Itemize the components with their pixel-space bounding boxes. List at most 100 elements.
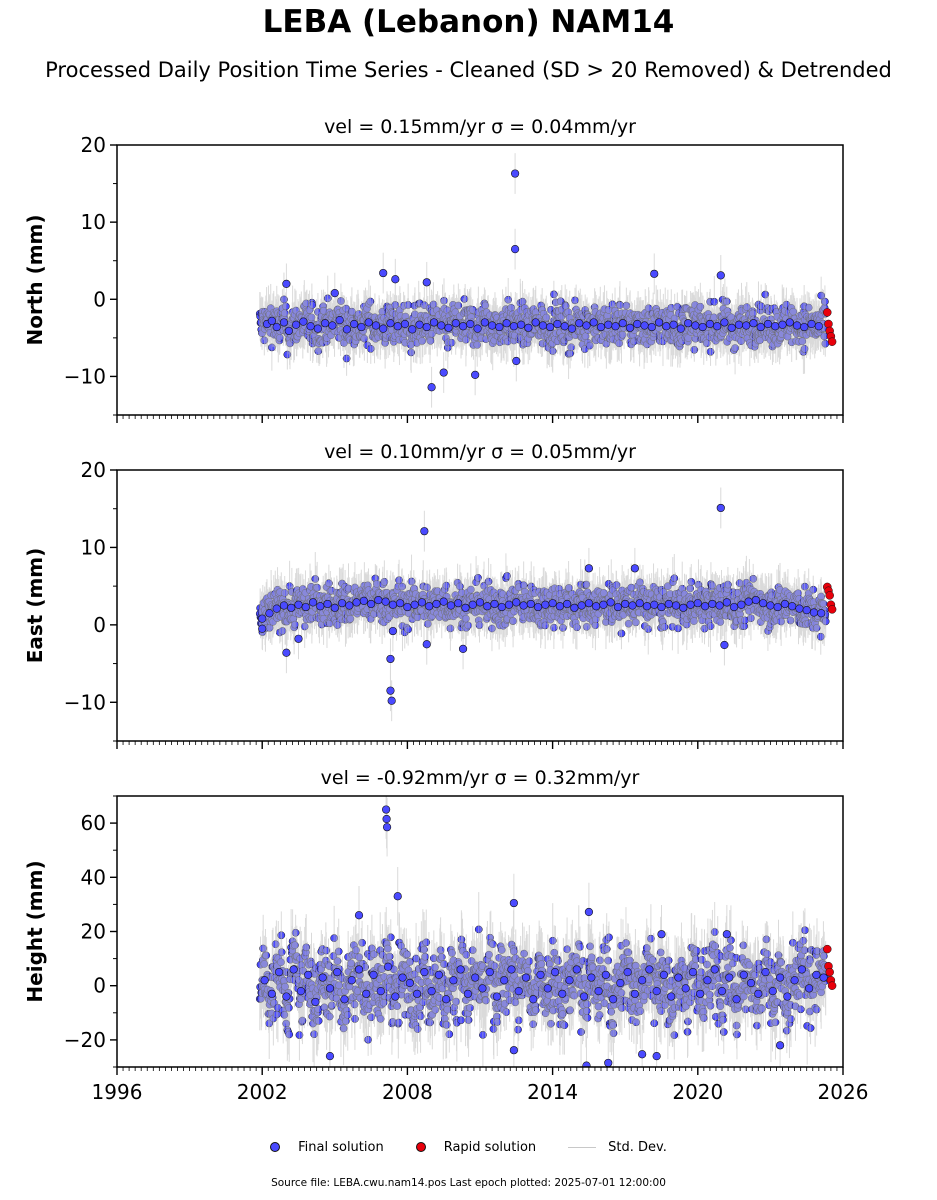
north-final-point (488, 321, 497, 330)
north-final-point (517, 320, 526, 329)
north-final-point (509, 322, 518, 331)
north-final-point (807, 319, 816, 329)
north-final-point (422, 278, 431, 287)
north-final-point (691, 321, 700, 330)
north-final-point (633, 319, 642, 329)
north-panel-title: vel = 0.15mm/yr σ = 0.04mm/yr (324, 116, 636, 138)
north-final-point (415, 320, 424, 329)
north-final-point (439, 368, 448, 377)
north-final-point (279, 318, 289, 327)
north-final-point (727, 323, 736, 332)
north-axes-frame (116, 144, 844, 416)
north-rapid-point (823, 308, 832, 317)
north-stddev-bars (259, 153, 827, 408)
north-final-point (313, 324, 322, 333)
north-final-point (538, 321, 548, 330)
north-y-ticks: −10 0 10 20 (64, 133, 117, 416)
north-final-point (763, 319, 773, 329)
north-final-point (611, 322, 620, 331)
north-final-point (350, 319, 359, 329)
north-final-point (582, 321, 591, 330)
north-final-point (800, 322, 809, 332)
north-final-point (379, 268, 388, 278)
north-final-point (364, 318, 373, 327)
north-final-point (734, 320, 744, 329)
north-final-point (596, 322, 606, 332)
north-final-point (546, 322, 555, 332)
east-panel: vel = 0.10mm/yr σ = 0.05mm/yr East (mm) … (23, 441, 844, 749)
north-final-point (458, 322, 468, 331)
north-final-point (502, 319, 511, 328)
north-final-point (357, 322, 366, 332)
north-final-point (444, 323, 453, 332)
north-final-point (567, 324, 577, 333)
north-final-point (510, 169, 520, 178)
north-final-point (684, 319, 693, 328)
north-final-point (330, 289, 339, 298)
north-final-point (575, 319, 584, 328)
north-final-point (749, 319, 758, 328)
north-final-point (466, 319, 475, 329)
north-y-tick-label: 10 (81, 210, 106, 234)
north-final-point (778, 320, 787, 329)
north-final-point (589, 318, 598, 327)
east-axis-label: East (mm) (23, 548, 47, 664)
north-final-point (335, 316, 344, 325)
north-final-point (640, 321, 649, 330)
north-final-point (342, 325, 352, 334)
north-final-point (391, 275, 400, 284)
north-final-point (408, 325, 417, 334)
north-final-point (471, 370, 480, 379)
north-final-point (713, 322, 722, 331)
north-axis-label: North (mm) (23, 214, 47, 345)
north-final-point (299, 317, 308, 326)
north-final-point (524, 323, 533, 332)
north-final-point (698, 322, 707, 332)
north-final-point (792, 321, 802, 330)
figure-title: LEBA (Lebanon) NAM14 (262, 4, 675, 40)
east-plot-area (255, 487, 837, 722)
figure-subtitle: Processed Daily Position Time Series - C… (45, 58, 892, 82)
north-final-point (676, 324, 685, 333)
north-final-point (282, 279, 291, 288)
north-rapid-point (824, 319, 833, 329)
north-final-points (262, 169, 823, 392)
north-final-point (400, 319, 410, 329)
north-panel: vel = 0.15mm/yr σ = 0.04mm/yr North (mm)… (23, 116, 844, 423)
north-final-point (647, 322, 656, 332)
north-final-point (785, 318, 794, 327)
north-y-tick-label: −10 (64, 364, 106, 388)
north-final-point (510, 245, 520, 254)
north-rapid-point (827, 337, 837, 346)
north-final-point (422, 322, 431, 332)
north-y-tick-label: 0 (93, 287, 106, 311)
north-final-point (437, 321, 446, 330)
north-final-point (716, 271, 725, 280)
north-final-point (328, 321, 337, 330)
north-final-point (814, 322, 823, 331)
north-final-point (451, 319, 460, 328)
east-panel-title: vel = 0.10mm/yr σ = 0.05mm/yr (324, 441, 636, 463)
north-final-point (553, 319, 562, 329)
north-final-point (742, 321, 751, 330)
north-final-point (531, 318, 540, 327)
north-final-point (379, 324, 388, 333)
north-final-point (321, 319, 330, 328)
north-rapid-points (823, 308, 837, 346)
north-final-point (495, 322, 504, 332)
north-final-point (427, 383, 436, 392)
north-final-point (669, 320, 678, 329)
north-final-point (386, 319, 395, 328)
north-final-point (705, 319, 715, 329)
north-final-point (473, 324, 482, 333)
north-final-point (371, 321, 381, 330)
north-final-point (267, 316, 276, 325)
north-final-point (560, 322, 569, 331)
north-plot-area (255, 153, 837, 408)
north-final-point (618, 319, 627, 328)
north-final-point (662, 322, 671, 331)
north-y-tick-label: 20 (81, 133, 106, 157)
north-final-point (480, 318, 489, 327)
north-final-point (393, 322, 402, 331)
